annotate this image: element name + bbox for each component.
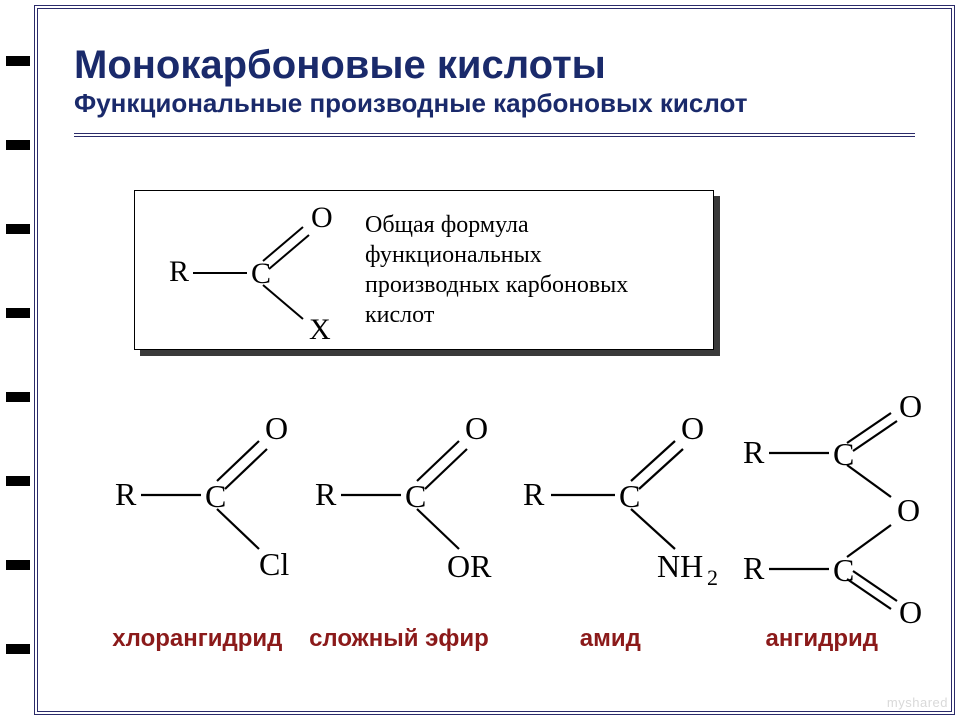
svg-text:NH: NH <box>657 548 703 584</box>
label-amide: амид <box>502 625 718 653</box>
svg-text:R: R <box>115 476 137 512</box>
svg-text:O: O <box>899 395 922 424</box>
title-underline <box>74 133 915 139</box>
atom-R: R <box>169 255 189 288</box>
spiral-tick <box>6 140 30 150</box>
structure-ester: R C O OR <box>299 395 509 605</box>
page-subtitle: Функциональные производные карбоновых ки… <box>74 88 915 119</box>
structure-acyl-chloride: R C O Cl <box>99 395 299 605</box>
svg-text:C: C <box>833 436 854 472</box>
general-formula-panel: R C O X Общая формула функциональных про… <box>134 190 714 350</box>
label-acyl-chloride: хлорангидрид <box>99 625 296 653</box>
spiral-ticks <box>0 0 34 720</box>
svg-text:2: 2 <box>707 565 718 590</box>
svg-text:R: R <box>743 550 765 586</box>
derivative-labels: хлорангидрид сложный эфир амид ангидрид <box>99 625 925 653</box>
svg-text:O: O <box>265 410 288 446</box>
spiral-tick <box>6 308 30 318</box>
svg-text:R: R <box>523 476 545 512</box>
svg-text:C: C <box>205 478 226 514</box>
svg-text:O: O <box>899 594 922 625</box>
svg-text:O: O <box>465 410 488 446</box>
derivatives-row: R C O Cl R C O OR <box>99 395 925 605</box>
spiral-tick <box>6 476 30 486</box>
watermark: myshared <box>887 695 948 710</box>
svg-text:R: R <box>743 434 765 470</box>
spiral-tick <box>6 560 30 570</box>
general-formula: R C O X <box>135 191 365 349</box>
spiral-tick <box>6 392 30 402</box>
svg-text:C: C <box>619 478 640 514</box>
svg-text:OR: OR <box>447 548 492 584</box>
spiral-tick <box>6 56 30 66</box>
title-area: Монокарбоновые кислоты Функциональные пр… <box>44 15 945 147</box>
slide-frame: Монокарбоновые кислоты Функциональные пр… <box>34 5 955 715</box>
spiral-tick <box>6 644 30 654</box>
atom-C: C <box>251 257 271 290</box>
label-anhydride: ангидрид <box>719 625 926 653</box>
svg-text:C: C <box>833 552 854 588</box>
svg-text:Cl: Cl <box>259 546 289 582</box>
svg-text:C: C <box>405 478 426 514</box>
svg-text:O: O <box>681 410 704 446</box>
atom-X: X <box>309 313 331 346</box>
atom-O: O <box>311 201 333 234</box>
structure-amide: R C O NH 2 <box>509 395 729 605</box>
general-formula-caption: Общая формула функциональных производных… <box>365 210 713 330</box>
spiral-tick <box>6 224 30 234</box>
svg-text:R: R <box>315 476 337 512</box>
structure-anhydride: R C O O R C O <box>729 395 939 605</box>
page-title: Монокарбоновые кислоты <box>74 43 915 88</box>
label-ester: сложный эфир <box>296 625 503 653</box>
svg-text:O: O <box>897 492 920 528</box>
